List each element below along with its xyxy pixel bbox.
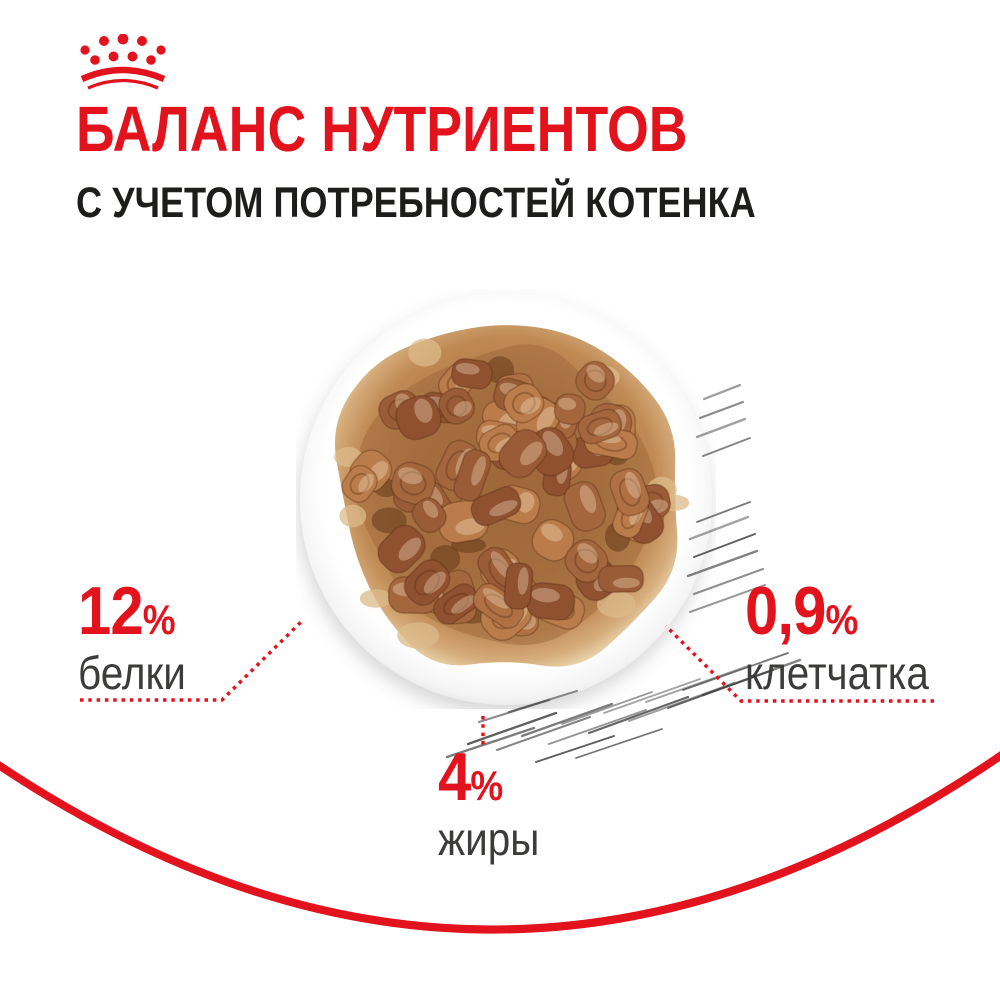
nutrient-label-fat: жиры (438, 813, 540, 865)
percent-sign: % (142, 596, 176, 643)
nutrient-value-fiber: 0,9% (745, 577, 929, 645)
nutrient-number: 12 (78, 573, 144, 649)
page-subtitle: С УЧЕТОМ ПОТРЕБНОСТЕЙ КОТЕНКА (76, 179, 756, 227)
crown-arcs (80, 66, 166, 90)
nutrient-label-fiber: клетчатка (745, 647, 929, 699)
nutrient-label-protein: белки (78, 647, 186, 699)
percent-sign: % (470, 762, 503, 809)
nutrient-number: 4 (438, 739, 471, 815)
percent-sign: % (825, 596, 859, 643)
nutrient-callout-protein: 12% белки (78, 577, 186, 696)
nutrient-callout-fiber: 0,9% клетчатка (745, 577, 929, 696)
nutrient-value-protein: 12% (78, 577, 186, 645)
crown-dots (80, 34, 166, 65)
page-title: БАЛАНС НУТРИЕНТОВ (76, 93, 688, 165)
royal-canin-crown-icon (80, 34, 166, 90)
nutrient-callout-fat: 4% жиры (438, 743, 539, 862)
food-bowl-photo (300, 293, 712, 705)
nutrient-number: 0,9 (745, 573, 826, 649)
food-chunks-in-gravy (334, 325, 690, 667)
nutrient-value-fat: 4% (438, 743, 539, 811)
